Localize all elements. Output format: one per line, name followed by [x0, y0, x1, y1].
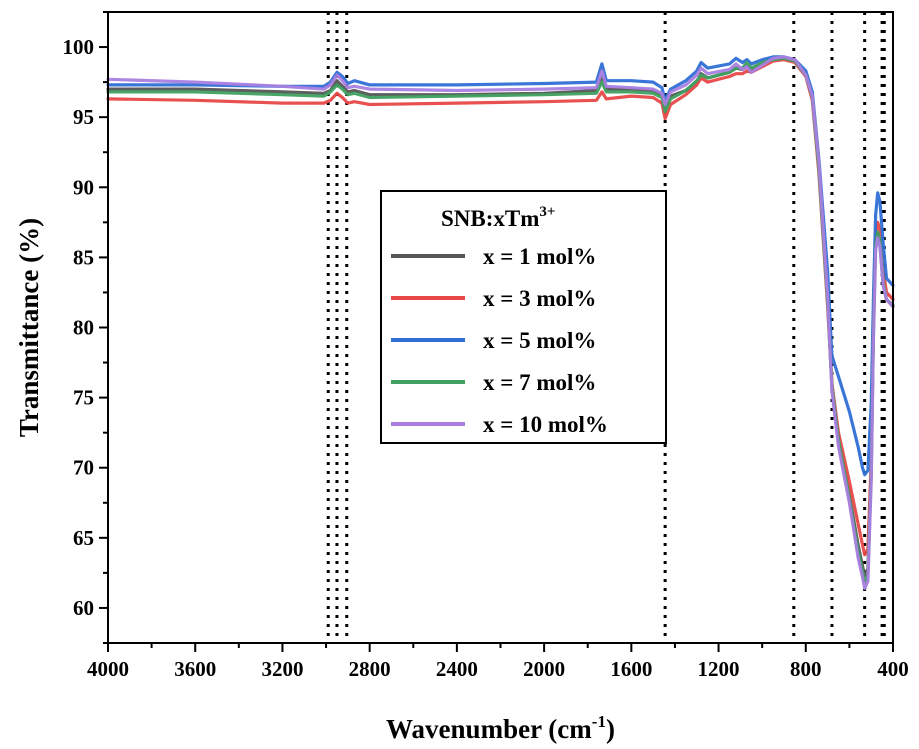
- legend-label: x = 3 mol%: [483, 286, 596, 311]
- x-tick-label: 1200: [698, 657, 740, 681]
- y-axis-title: Transmittance (%): [14, 218, 44, 437]
- x-axis-title-superscript: -1: [592, 712, 606, 731]
- y-tick-label: 90: [73, 175, 94, 199]
- x-tick-label: 4000: [87, 657, 129, 681]
- y-tick-label: 80: [73, 316, 94, 340]
- series-line-5: [106, 55, 895, 590]
- y-tick-label: 70: [73, 456, 94, 480]
- x-tick-label: 800: [790, 657, 822, 681]
- legend-title-superscript: 3+: [539, 204, 555, 220]
- legend-box: [380, 190, 667, 444]
- series-layer: [106, 55, 895, 590]
- legend-label: x = 1 mol%: [483, 244, 596, 269]
- y-tick-label: 100: [63, 35, 95, 59]
- x-tick-label: 3200: [261, 657, 303, 681]
- x-tick-label: 3600: [174, 657, 216, 681]
- x-tick-label: 1600: [610, 657, 652, 681]
- legend-items: x = 1 mol% x = 3 mol% x = 5 mol% x = 7 mol%…: [391, 244, 608, 437]
- legend-title: SNB:xTm3+: [441, 204, 555, 231]
- legend: SNB:xTm3+ x = 1 mol% x = 3 mol% x = 5 mol%…: [380, 190, 667, 444]
- x-tick-label: 400: [877, 657, 909, 681]
- x-tick-label: 2400: [436, 657, 478, 681]
- x-axis-title-main: Wavenumber (cm: [386, 714, 592, 744]
- series-line-3: [106, 55, 895, 477]
- y-axis-ticks: 60 65 70 75 80 85 90 95 100: [63, 11, 108, 644]
- legend-label: x = 7 mol%: [483, 370, 596, 395]
- x-axis-ticks: 4000 3600 3200 2800 2400 2000 1600 1200 800 400: [87, 643, 909, 681]
- legend-label: x = 10 mol%: [483, 412, 608, 437]
- y-tick-label: 95: [73, 105, 94, 129]
- legend-title-main: SNB:xTm: [441, 206, 539, 231]
- x-tick-label: 2800: [349, 657, 391, 681]
- y-tick-label: 85: [73, 245, 94, 269]
- y-tick-label: 65: [73, 526, 94, 550]
- legend-label: x = 5 mol%: [483, 328, 596, 353]
- y-tick-label: 60: [73, 596, 94, 620]
- x-tick-label: 2000: [523, 657, 565, 681]
- x-axis-title: Wavenumber (cm-1): [386, 712, 615, 744]
- y-tick-label: 75: [73, 386, 94, 410]
- series-line-2: [106, 58, 895, 557]
- x-axis-title-end: ): [606, 714, 615, 744]
